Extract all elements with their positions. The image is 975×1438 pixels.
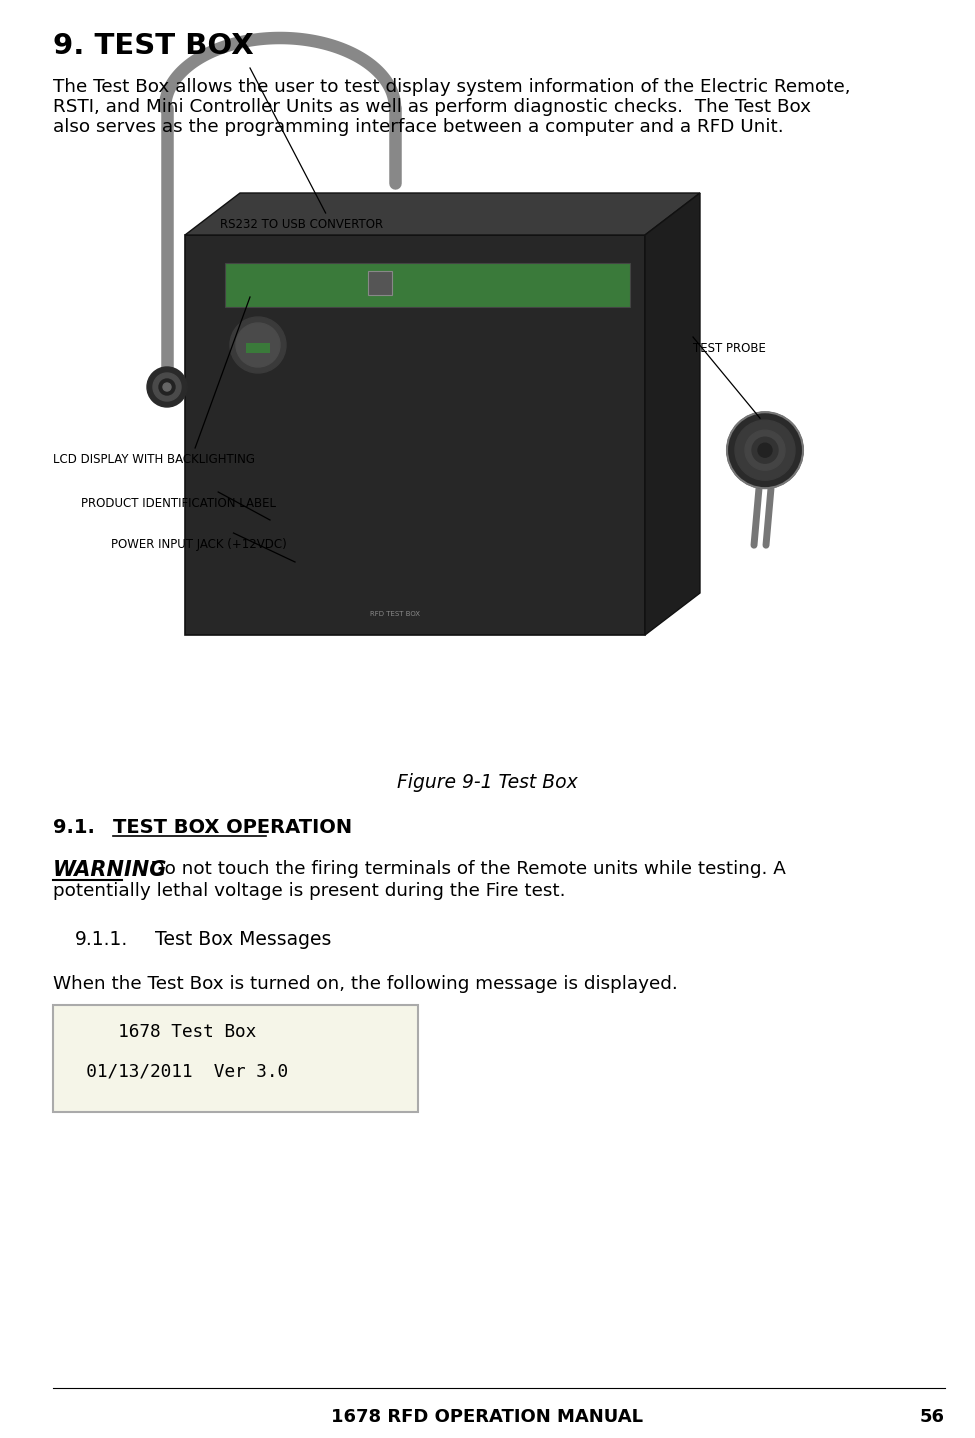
Circle shape (752, 437, 778, 463)
Text: Test Box Messages: Test Box Messages (155, 930, 332, 949)
Circle shape (735, 420, 795, 480)
Circle shape (230, 316, 286, 372)
Text: 9. TEST BOX: 9. TEST BOX (53, 32, 254, 60)
Circle shape (236, 324, 280, 367)
Circle shape (758, 443, 772, 457)
Text: RFD TEST BOX: RFD TEST BOX (370, 611, 420, 617)
Circle shape (163, 383, 171, 391)
Text: TEST BOX OPERATION: TEST BOX OPERATION (113, 818, 352, 837)
Circle shape (727, 413, 803, 487)
Polygon shape (368, 270, 392, 295)
Polygon shape (645, 193, 700, 636)
Text: RS232 TO USB CONVERTOR: RS232 TO USB CONVERTOR (220, 219, 383, 232)
Polygon shape (185, 234, 645, 636)
Text: also serves as the programming interface between a computer and a RFD Unit.: also serves as the programming interface… (53, 118, 784, 137)
Text: 1678 RFD OPERATION MANUAL: 1678 RFD OPERATION MANUAL (331, 1408, 643, 1426)
Polygon shape (225, 263, 630, 306)
Text: 1678 Test Box: 1678 Test Box (65, 1022, 256, 1041)
Text: The Test Box allows the user to test display system information of the Electric : The Test Box allows the user to test dis… (53, 78, 850, 96)
Text: 9.1.: 9.1. (53, 818, 95, 837)
Circle shape (153, 372, 181, 401)
Text: POWER INPUT JACK (+12VDC): POWER INPUT JACK (+12VDC) (111, 538, 287, 551)
Text: When the Test Box is turned on, the following message is displayed.: When the Test Box is turned on, the foll… (53, 975, 678, 994)
Circle shape (159, 380, 175, 395)
Text: RSTI, and Mini Controller Units as well as perform diagnostic checks.  The Test : RSTI, and Mini Controller Units as well … (53, 98, 811, 116)
FancyBboxPatch shape (53, 1005, 418, 1112)
Text: Figure 9-1 Test Box: Figure 9-1 Test Box (397, 774, 577, 792)
Text: potentially lethal voltage is present during the Fire test.: potentially lethal voltage is present du… (53, 881, 565, 900)
Text: 9.1.1.: 9.1.1. (75, 930, 129, 949)
Circle shape (147, 367, 187, 407)
Text: TEST PROBE: TEST PROBE (693, 342, 766, 355)
Polygon shape (246, 344, 270, 352)
Text: 56: 56 (920, 1408, 945, 1426)
Text: 01/13/2011  Ver 3.0: 01/13/2011 Ver 3.0 (65, 1063, 289, 1080)
Polygon shape (185, 193, 700, 234)
Text: Do not touch the firing terminals of the Remote units while testing. A: Do not touch the firing terminals of the… (127, 860, 786, 879)
Circle shape (745, 430, 785, 470)
Text: LCD DISPLAY WITH BACKLIGHTING: LCD DISPLAY WITH BACKLIGHTING (53, 453, 255, 466)
Text: PRODUCT IDENTIFICATION LABEL: PRODUCT IDENTIFICATION LABEL (81, 498, 276, 510)
Text: WARNING: WARNING (53, 860, 168, 880)
